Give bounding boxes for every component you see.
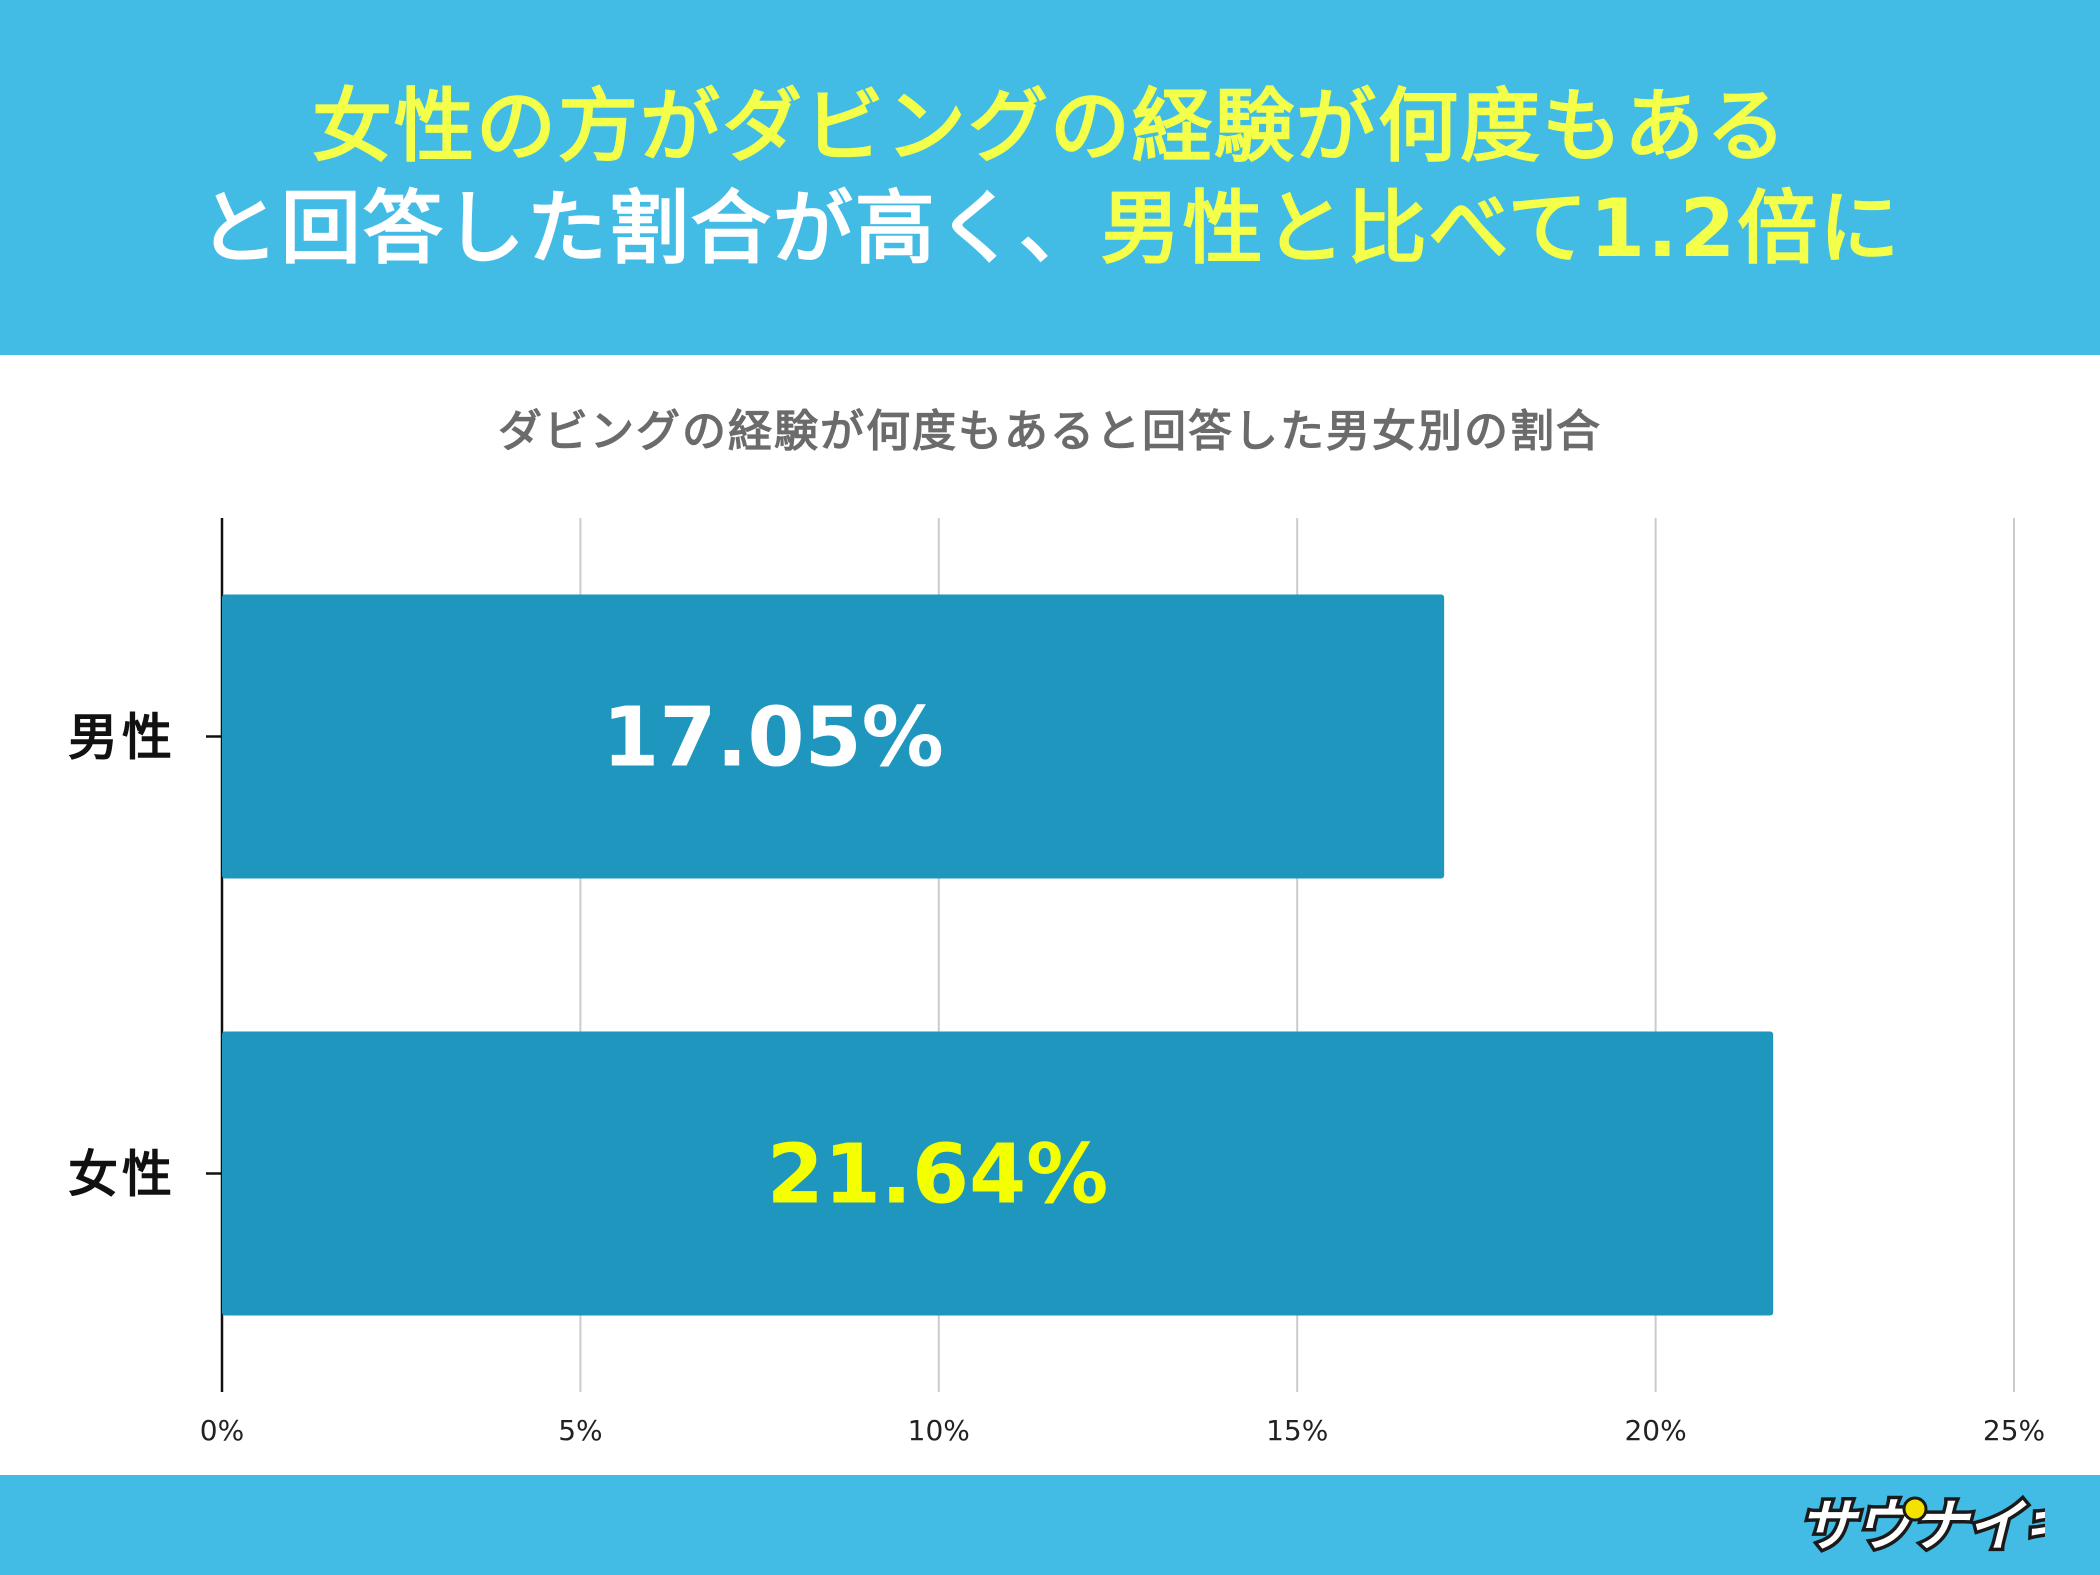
bar-male	[222, 594, 1445, 879]
headline-text-1: 女性の方がダビングの経験が何度もある	[312, 79, 1788, 173]
chart-title: ダビングの経験が何度もあると回答した男女別の割合	[498, 406, 1602, 457]
x-tick-label: 25%	[1983, 1414, 2045, 1447]
x-tick-label: 15%	[1266, 1414, 1328, 1447]
headline-line-2: と回答した割合が高く、男性と比べて1.2倍に	[199, 178, 1902, 280]
category-label: 女性	[68, 1146, 176, 1204]
data-label: 17.05%	[602, 691, 944, 786]
headline-line-1: 女性の方がダビングの経験が何度もある	[312, 76, 1788, 178]
x-tick-label: 20%	[1624, 1414, 1686, 1447]
header-banner: 女性の方がダビングの経験が何度もある と回答した割合が高く、男性と比べて1.2倍…	[0, 0, 2100, 355]
brand-logo: サウナイキ	[1795, 1489, 2046, 1562]
x-tick-label: 10%	[908, 1414, 970, 1447]
headline-text-2a: と回答した割合が高く、	[198, 181, 1101, 275]
headline-text-2b: 男性と比べて1.2倍に	[1100, 181, 1902, 275]
footer-bar: サウナイキ	[0, 1475, 2100, 1575]
brand-logo-icon: サウナイキ	[1796, 1491, 2046, 1562]
bar-chart: 0% 5% 10% 15% 20% 25% 男性 17.05% 女性 21.64%	[68, 518, 2045, 1447]
category-label: 男性	[68, 709, 176, 767]
data-label: 21.64%	[767, 1128, 1109, 1223]
x-tick-label: 5%	[558, 1414, 602, 1447]
x-tick-label: 0%	[200, 1414, 244, 1447]
bar-female	[222, 1031, 1774, 1316]
